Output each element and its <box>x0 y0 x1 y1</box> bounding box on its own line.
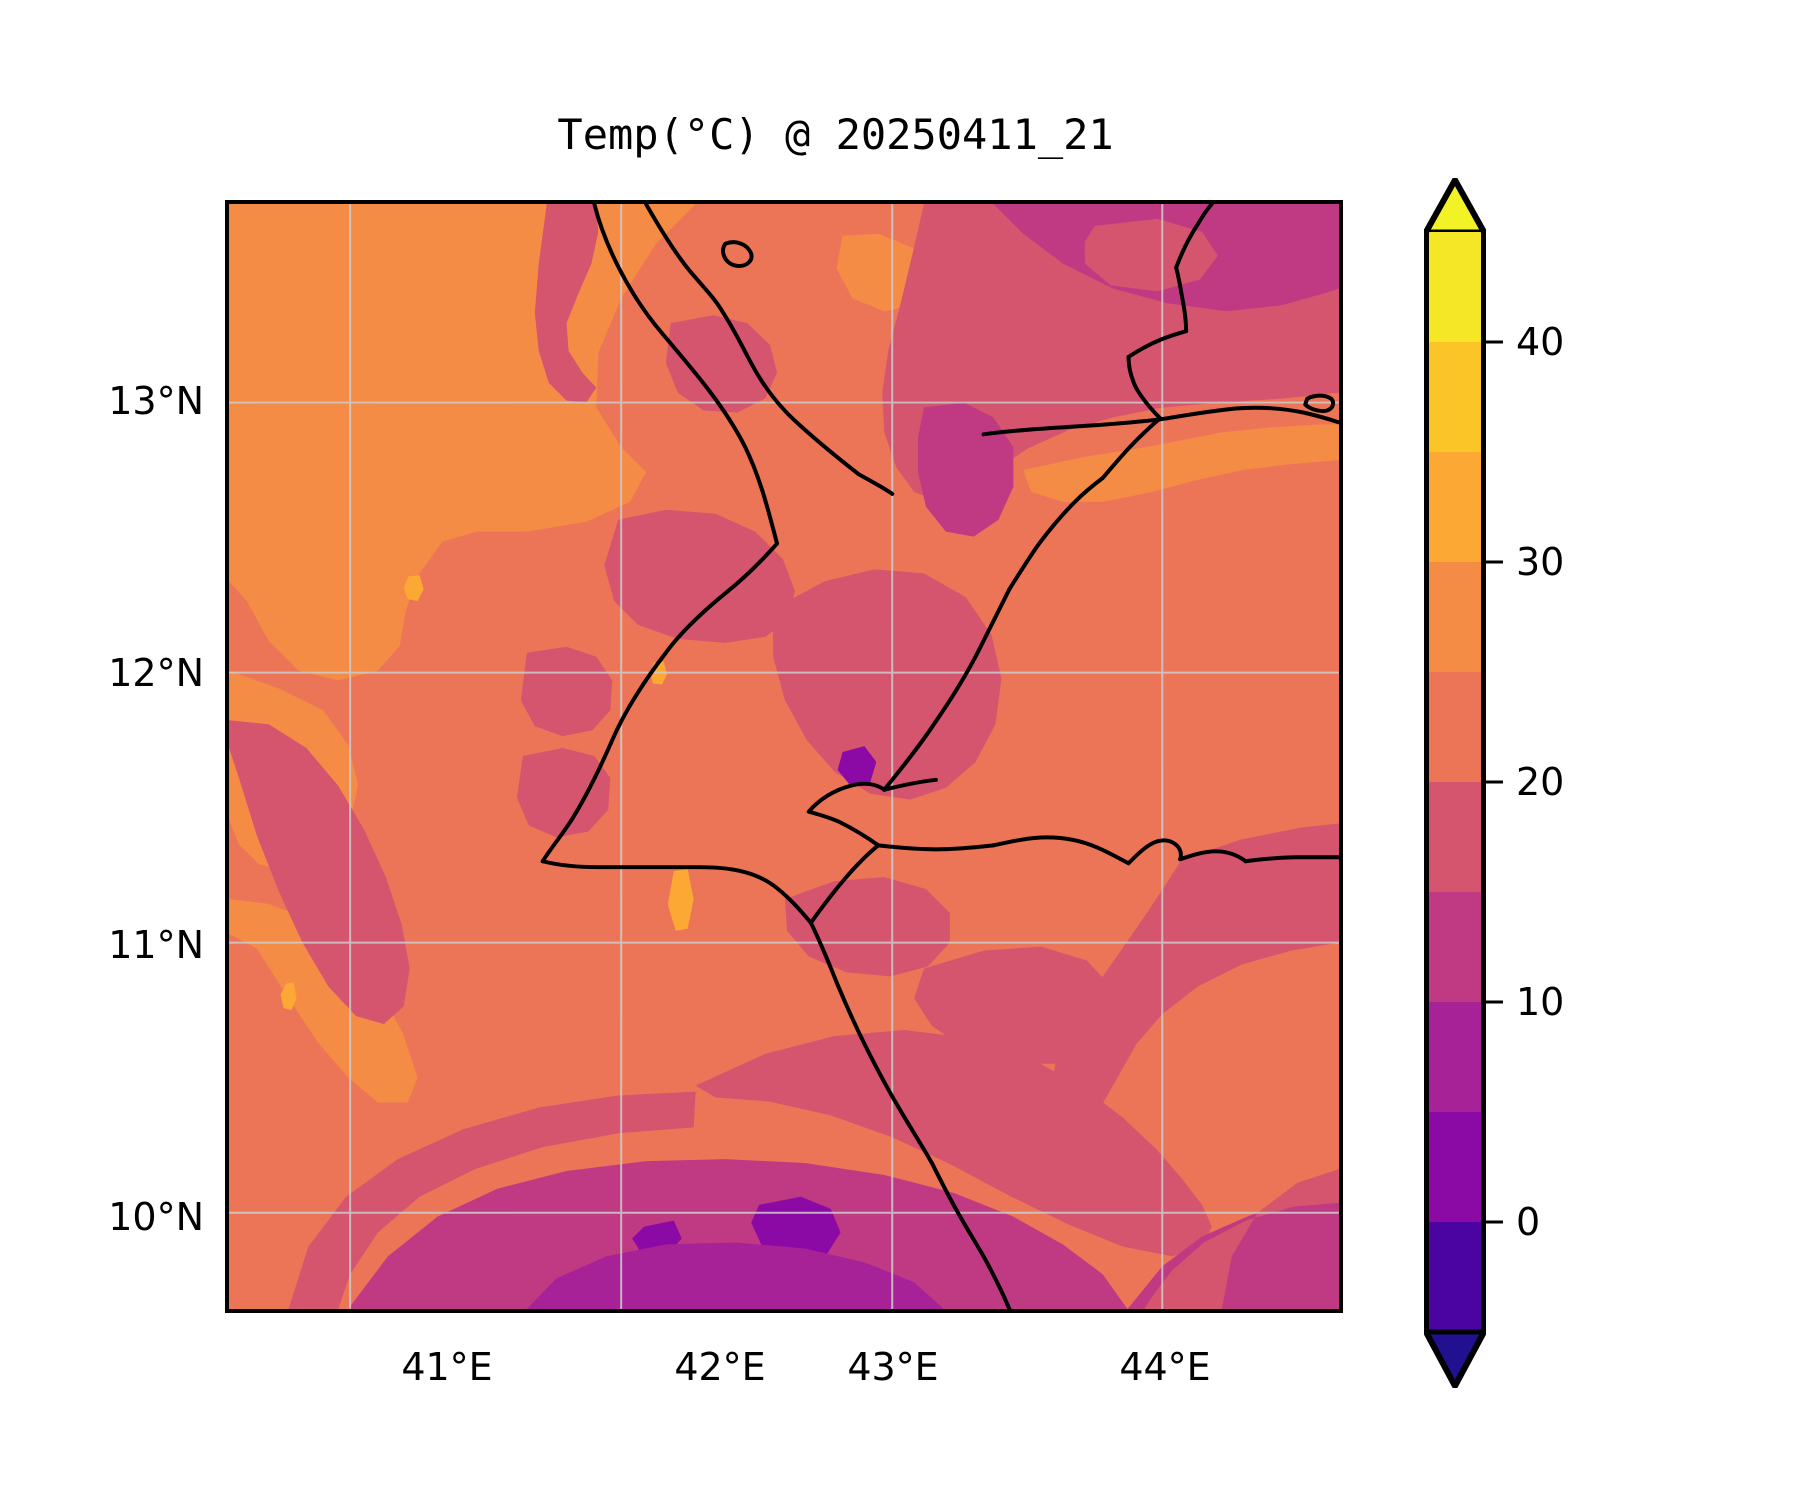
colorbar-tickmark-20 <box>1486 780 1503 784</box>
colorbar-label-20: 20 <box>1516 760 1565 804</box>
contour-band-20-25-left-b <box>516 748 611 838</box>
contour-band-20-25-south-belt <box>695 1030 1212 1257</box>
colorbar-tickmark-0 <box>1486 1220 1503 1224</box>
colorbar-label-40: 40 <box>1516 320 1565 364</box>
colorbar-label-10: 10 <box>1516 980 1565 1024</box>
contour-band-20-25-sw <box>229 720 410 1025</box>
contour-band-20-25-core <box>773 569 1002 800</box>
contour-band-30-35-c <box>229 898 418 1103</box>
gridlines <box>229 204 1339 1309</box>
colorbar-tickmark-10 <box>1486 1000 1503 1004</box>
colorbar[interactable] <box>1424 178 1486 1388</box>
contour-band-20-25-south-left <box>288 1091 696 1309</box>
colorbar-under-arrow <box>1424 1329 1486 1388</box>
contour-band-20-25-ne-inner <box>918 402 1014 537</box>
contour-band-30-35-spot-6 <box>280 982 297 1011</box>
contour-band-20-25-left-a <box>520 646 613 737</box>
ytick-label-10n: 10°N <box>108 1195 204 1239</box>
xtick-label-41e: 41°E <box>401 1345 493 1389</box>
ytick-label-12n: 12°N <box>108 651 204 695</box>
contour-band-20-25-eritrea <box>534 204 599 403</box>
contour-band-20-25-east-coast <box>1144 855 1339 1309</box>
colorbar-outline <box>1424 178 1486 1388</box>
ytick-label-13n: 13°N <box>108 379 204 423</box>
coastlines-and-borders <box>540 204 1339 1309</box>
colorbar-label-30: 30 <box>1516 540 1565 584</box>
contour-band-20-25-core-hot <box>837 746 877 786</box>
map-axes[interactable] <box>225 200 1343 1313</box>
title-line-1: Temp(°C) @ 20250411_21 <box>557 109 1114 159</box>
contour-band-30-35-spot-1 <box>429 470 460 502</box>
colorbar-tickmark-40 <box>1486 340 1503 344</box>
contour-band-20-25-centre <box>604 509 795 643</box>
contour-band-20-25-south-main <box>348 1159 1128 1309</box>
contour-band-20-25-mid-e <box>914 946 1115 1064</box>
contour-band-15-20-south <box>526 1242 944 1309</box>
contour-band-30-35-spot-4 <box>667 869 694 931</box>
contour-band-30-35 <box>229 204 696 681</box>
xtick-label-42e: 42°E <box>674 1345 766 1389</box>
colorbar-label-0: 0 <box>1516 1200 1541 1244</box>
colorbar-bands <box>1426 232 1484 1332</box>
temperature-contour-map <box>229 204 1339 1309</box>
contour-band-30-35-spot-2 <box>403 575 424 602</box>
xtick-label-43e: 43°E <box>847 1345 939 1389</box>
contour-band-20-25-east-band <box>1051 823 1339 1120</box>
colorbar-tickmark-30 <box>1486 560 1503 564</box>
ytick-label-11n: 11°N <box>108 923 204 967</box>
contour-band-30-35-blob-ne <box>836 233 924 312</box>
contour-band-20-25-djibouti-n <box>665 315 778 413</box>
xtick-label-44e: 44°E <box>1119 1345 1211 1389</box>
contour-band-20-25-ne-hole <box>1084 218 1218 292</box>
colorbar-over-arrow <box>1424 178 1486 235</box>
colorbar-gradient <box>1424 178 1486 1388</box>
contour-band-30-35-coast-e <box>1023 424 1339 502</box>
